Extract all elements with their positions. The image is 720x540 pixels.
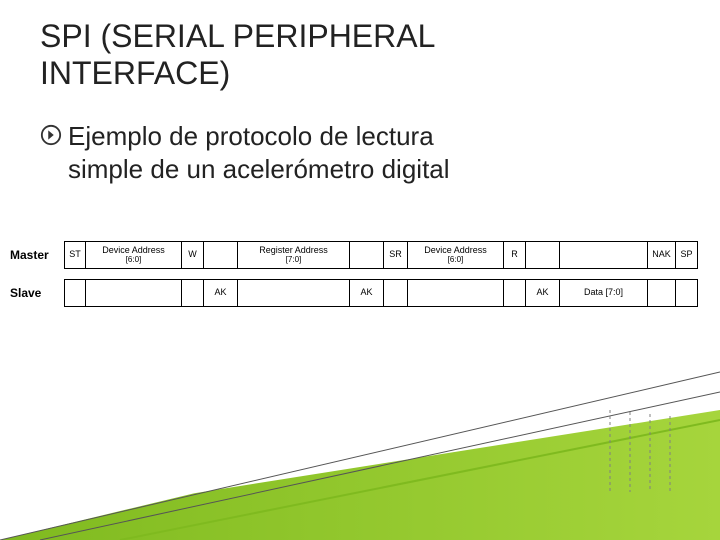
- diagram-cell: [526, 241, 560, 269]
- diagram-cell: [648, 279, 676, 307]
- diagram-cell: AK: [204, 279, 238, 307]
- diagram-cell: [504, 279, 526, 307]
- diagram-cell: [408, 279, 504, 307]
- diagram-cell: Register Address[7:0]: [238, 241, 350, 269]
- diagram-cell: [676, 279, 698, 307]
- master-cells: STDevice Address[6:0]WRegister Address[7…: [64, 241, 698, 269]
- master-label: Master: [6, 248, 64, 262]
- diagram-cell: SR: [384, 241, 408, 269]
- diagram-cell: NAK: [648, 241, 676, 269]
- diagram-cell: W: [182, 241, 204, 269]
- diagram-cell: [182, 279, 204, 307]
- diagram-cell: Device Address[6:0]: [408, 241, 504, 269]
- footer-wedge-green: [0, 410, 720, 540]
- diagram-cell: [350, 241, 384, 269]
- diagram-cell: R: [504, 241, 526, 269]
- diagram-cell: [86, 279, 182, 307]
- diagram-cell: SP: [676, 241, 698, 269]
- arrow-circle-icon: [40, 124, 62, 146]
- bullet-text: Ejemplo de protocolo de lectura simple d…: [68, 120, 488, 185]
- protocol-diagram: Master STDevice Address[6:0]WRegister Ad…: [6, 235, 714, 313]
- diagram-cell: Data [7:0]: [560, 279, 648, 307]
- diagram-cell: [238, 279, 350, 307]
- bullet-row: Ejemplo de protocolo de lectura simple d…: [40, 120, 488, 185]
- diagram-cell: ST: [64, 241, 86, 269]
- diagram-cell: AK: [526, 279, 560, 307]
- slave-cells: AKAKAKData [7:0]: [64, 279, 698, 307]
- diagram-cell: [64, 279, 86, 307]
- diagram-cell: [560, 241, 648, 269]
- diagram-cell: [204, 241, 238, 269]
- diagram-cell: Device Address[6:0]: [86, 241, 182, 269]
- slide-title: SPI (SERIAL PERIPHERAL INTERFACE): [40, 18, 435, 92]
- diagram-slave-row: Slave AKAKAKData [7:0]: [6, 277, 714, 309]
- slave-label: Slave: [6, 286, 64, 300]
- diagram-cell: [384, 279, 408, 307]
- diagram-cell: AK: [350, 279, 384, 307]
- title-line-1: SPI (SERIAL PERIPHERAL: [40, 18, 435, 54]
- diagram-master-row: Master STDevice Address[6:0]WRegister Ad…: [6, 239, 714, 271]
- title-line-2: INTERFACE): [40, 55, 230, 91]
